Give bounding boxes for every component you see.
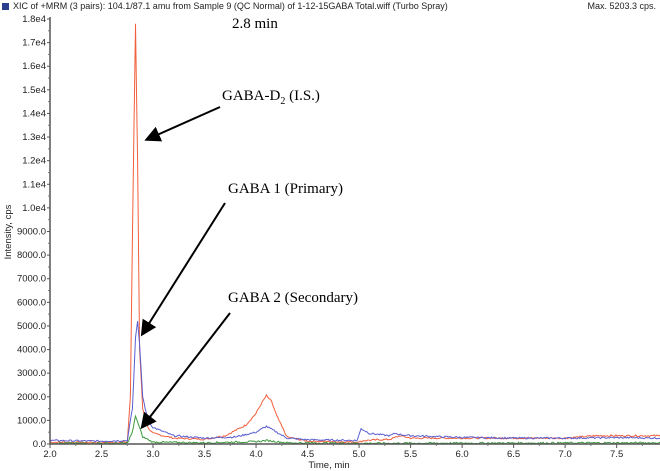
y-tick-label: 1000.0	[17, 415, 46, 426]
y-tick-label: 1.1e4	[22, 179, 46, 190]
y-tick-label: 2000.0	[17, 392, 46, 403]
x-tick-label: 7.0	[559, 449, 572, 460]
x-tick-label: 4.5	[301, 449, 314, 460]
y-tick-label: 1.8e4	[22, 14, 46, 25]
x-tick-label: 5.5	[404, 449, 417, 460]
trace-icon	[2, 3, 9, 10]
annotation-retention-time: 2.8 min	[232, 16, 278, 32]
y-tick-label: 1.6e4	[22, 61, 46, 72]
arrow-gaba-d2	[144, 106, 221, 142]
max-intensity-label: Max. 5203.3 cps.	[587, 1, 656, 11]
x-tick-label: 2.0	[43, 449, 56, 460]
y-tick-label: 1.5e4	[22, 85, 46, 96]
y-tick-label: 0.0	[33, 439, 46, 450]
y-tick-label: 1.4e4	[22, 108, 46, 119]
y-tick-label: 1.0e4	[22, 203, 46, 214]
y-tick-label: 3000.0	[17, 368, 46, 379]
title-text: XIC of +MRM (3 pairs): 104.1/87.1 amu fr…	[13, 1, 448, 11]
x-tick-label: 2.5	[95, 449, 108, 460]
y-tick-label: 4000.0	[17, 345, 46, 356]
x-tick-label: 3.5	[198, 449, 211, 460]
annotation-gaba-1: GABA 1 (Primary)	[228, 181, 343, 197]
x-tick-label: 6.0	[455, 449, 468, 460]
series-line-2	[49, 414, 660, 445]
y-tick-label: 8000.0	[17, 250, 46, 261]
y-tick-label: 6000.0	[17, 297, 46, 308]
y-tick-label: 9000.0	[17, 227, 46, 238]
x-axis-label: Time, min	[308, 460, 349, 471]
chart-title: XIC of +MRM (3 pairs): 104.1/87.1 amu fr…	[2, 1, 448, 11]
arrow-gaba-1	[140, 202, 226, 337]
x-tick-label: 5.0	[352, 449, 365, 460]
y-tick-label: 1.2e4	[22, 156, 46, 167]
y-tick-label: 1.3e4	[22, 132, 46, 143]
series-line-1	[49, 321, 660, 443]
y-tick-label: 7000.0	[17, 274, 46, 285]
annotation-gaba-d2: GABA-D2 (I.S.)	[222, 88, 320, 107]
annotation-gaba-2: GABA 2 (Secondary)	[228, 290, 358, 306]
arrow-gaba-2	[140, 312, 231, 430]
y-tick-label: 5000.0	[17, 321, 46, 332]
x-tick-label: 7.5	[610, 449, 623, 460]
y-axis-label: Intensity, cps	[3, 204, 14, 259]
x-tick-label: 6.5	[507, 449, 520, 460]
x-tick-label: 4.0	[249, 449, 262, 460]
y-tick-label: 1.7e4	[22, 38, 46, 49]
x-tick-label: 3.0	[146, 449, 159, 460]
